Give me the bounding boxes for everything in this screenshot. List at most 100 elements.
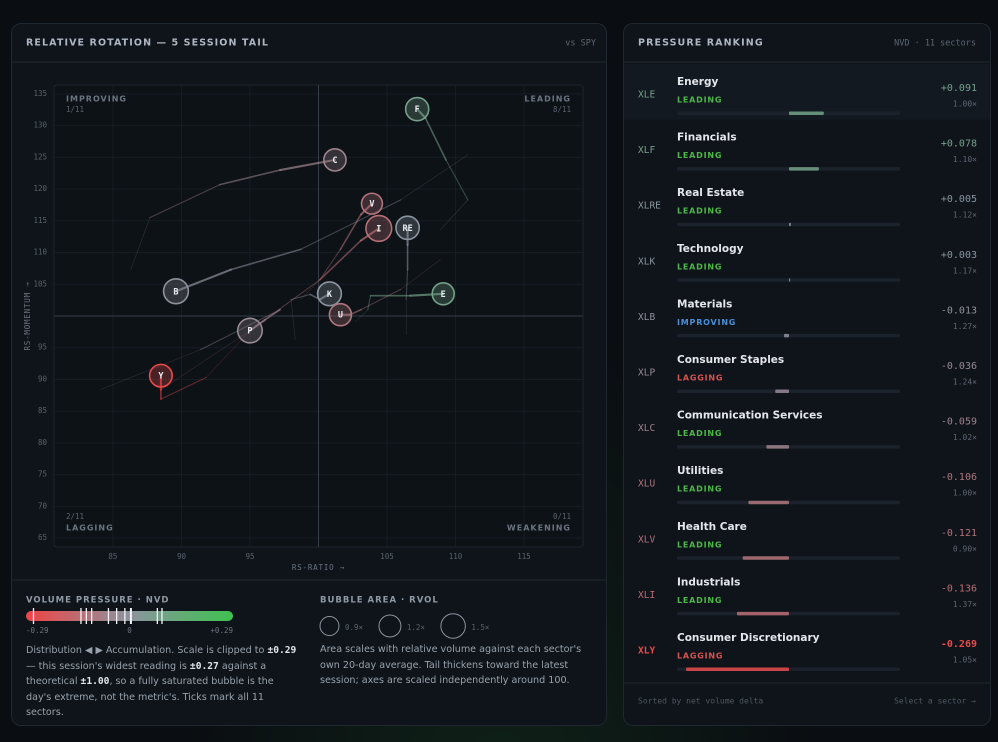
sector-name: Utilities (677, 465, 723, 477)
quadrant-count: 8/11 (553, 105, 571, 114)
y-tick-label: 75 (38, 470, 47, 479)
ticker[interactable]: XLU (638, 479, 655, 490)
ticker[interactable]: XLC (638, 423, 655, 434)
note-part: ±0.27 (189, 660, 219, 672)
bar-track (677, 111, 900, 115)
bubble[interactable] (148, 363, 173, 388)
rvol-value: 1.27× (953, 322, 977, 331)
tail-segment (424, 117, 447, 161)
tail-segment (130, 217, 151, 270)
note-part: against a theoretical (26, 660, 267, 688)
pressure-gradient (26, 611, 233, 621)
bubble-label: Y (158, 372, 164, 382)
pressure-value: +0.091 (941, 83, 977, 94)
ticker[interactable]: XLP (638, 368, 655, 379)
pressure-bar (742, 556, 789, 560)
tail-segment (290, 299, 296, 340)
ticker[interactable]: XLB (638, 312, 655, 323)
rvol-value: 1.37× (953, 600, 977, 609)
pressure-bar (775, 389, 789, 393)
rvol-value: 0.90× (953, 544, 977, 553)
tail-segment (174, 268, 232, 293)
y-tick-label: 130 (33, 121, 47, 130)
tail-segment (400, 154, 469, 201)
tail-segment (249, 279, 321, 332)
quadrant-count: 2/11 (66, 512, 84, 521)
rvol-value: 1.05× (953, 656, 977, 665)
tail-segment (300, 279, 321, 300)
ticker[interactable]: XLV (638, 534, 655, 545)
bubble[interactable] (395, 215, 421, 241)
pressure-value: -0.059 (941, 417, 977, 428)
footer-action[interactable]: Select a sector → (894, 697, 976, 706)
tail-segment (440, 199, 469, 230)
note-part: ±1.00 (80, 676, 110, 687)
row-highlight (624, 64, 990, 120)
quadrant-count: 1/11 (66, 105, 84, 114)
tail-segment (200, 309, 281, 351)
y-tick-label: 80 (38, 438, 48, 447)
sector-status: LEADING (677, 207, 722, 216)
bubble-label: E (441, 290, 446, 300)
x-tick-label: 85 (108, 552, 117, 561)
tail-segment (160, 377, 207, 400)
ticker[interactable]: XLRE (638, 201, 661, 212)
tail-segment (248, 318, 267, 332)
quadrant-count: 0/11 (553, 512, 571, 521)
pressure-value: -0.013 (941, 305, 977, 316)
bubble-label: U (338, 311, 343, 321)
pressure-value: -0.121 (941, 528, 977, 539)
x-axis-label: RS-RATIO → (292, 563, 345, 572)
footer-note: Sorted by net volume delta (638, 697, 763, 706)
bubble[interactable] (316, 281, 343, 307)
bubble[interactable] (162, 278, 190, 305)
bubble[interactable] (431, 281, 456, 306)
bubble-label: B (173, 287, 178, 297)
sector-name: Industrials (677, 576, 740, 588)
tail-segment (319, 248, 341, 281)
bubble[interactable] (360, 192, 384, 215)
sector-status: LAGGING (677, 374, 723, 383)
y-tick-label: 95 (38, 343, 47, 352)
tail-segment (219, 169, 281, 186)
tail-segment (205, 330, 251, 378)
ticker[interactable]: XLY (638, 646, 655, 657)
ranking-subtitle: NVD · 11 sectors (894, 39, 976, 49)
ticker[interactable]: XLE (638, 90, 655, 101)
bubble[interactable] (328, 302, 353, 327)
quadrant-name: IMPROVING (66, 95, 127, 104)
y-tick-label: 120 (33, 184, 47, 193)
sector-name: Real Estate (677, 187, 744, 199)
sector-status: LEADING (677, 262, 722, 271)
sector-name: Technology (677, 243, 744, 255)
ticker[interactable]: XLI (638, 590, 655, 601)
tail-segment (300, 199, 402, 250)
sector-name: Financials (677, 132, 737, 144)
tail-segment (360, 288, 402, 311)
pressure-bar (686, 667, 789, 671)
bubble[interactable] (236, 317, 264, 344)
x-tick-label: 90 (177, 552, 187, 561)
sector-status: LAGGING (677, 652, 723, 661)
ranking-panel (623, 23, 991, 726)
legend-label: 1.2× (407, 623, 425, 632)
ticker[interactable]: XLF (638, 145, 655, 156)
bubble[interactable] (365, 214, 393, 243)
panel-title: PRESSURE RANKING (638, 38, 764, 49)
pressure-value: +0.078 (941, 139, 977, 150)
bubble[interactable] (404, 96, 430, 122)
pressure-bar (748, 500, 789, 505)
bar-track (677, 278, 900, 282)
ticker[interactable]: XLK (638, 256, 655, 267)
pressure-bar (736, 611, 789, 616)
sector-status: LEADING (677, 596, 722, 605)
sector-status: LEADING (677, 429, 722, 438)
bubble[interactable] (323, 147, 347, 172)
pressure-value: +0.005 (941, 194, 977, 205)
rvol-value: 1.00× (953, 100, 977, 109)
y-tick-label: 125 (33, 152, 47, 161)
legend-bubble (378, 614, 402, 638)
sector-name: Consumer Staples (677, 354, 784, 366)
